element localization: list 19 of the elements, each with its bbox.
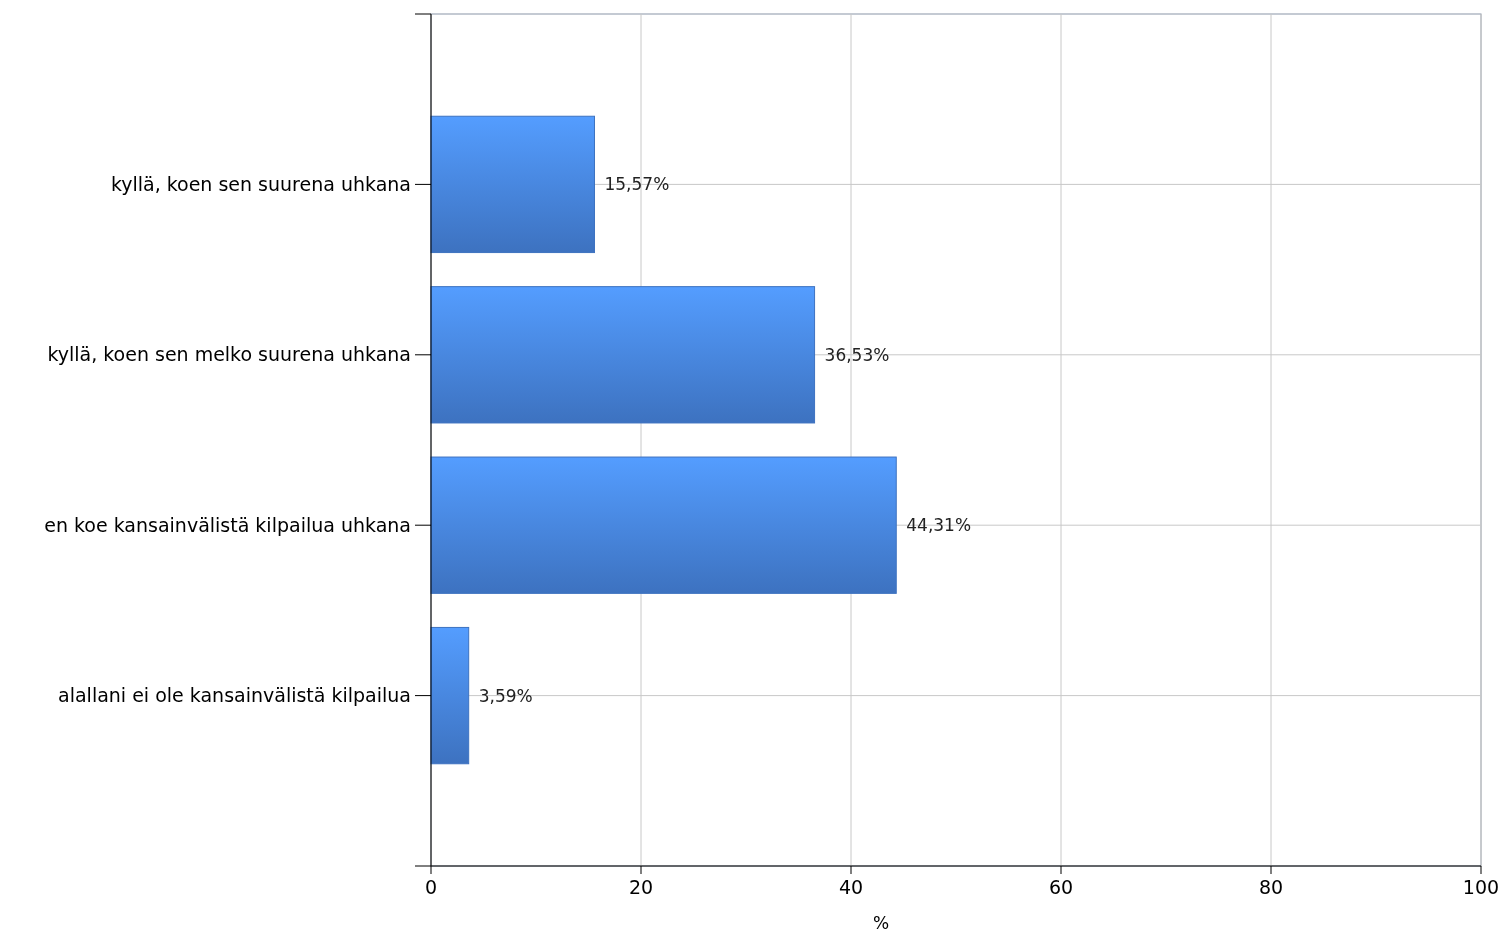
bar [430,456,897,594]
bar [430,115,595,254]
data-label: 44,31% [906,515,972,536]
x-tick-label: 100 [1462,876,1500,898]
y-tick-label: kyllä, koen sen suurena uhkana [110,173,411,196]
y-tick-label: en koe kansainvälistä kilpailua uhkana [44,513,411,536]
x-tick-label: 40 [838,876,864,898]
y-tick-label: kyllä, koen sen melko suurena uhkana [47,343,411,366]
data-label: 15,57% [604,174,670,195]
y-tick-label: alallani ei ole kansainvälistä kilpailua [58,684,411,707]
bar [430,286,816,424]
data-label: 3,59% [478,685,533,706]
x-tick-label: 80 [1258,876,1284,898]
data-label: 36,53% [824,344,890,365]
x-axis-title: % [872,913,890,933]
x-tick-label: 20 [628,876,654,898]
bar [430,626,470,765]
x-tick-label: 60 [1048,876,1074,898]
x-tick-label: 0 [424,876,438,898]
